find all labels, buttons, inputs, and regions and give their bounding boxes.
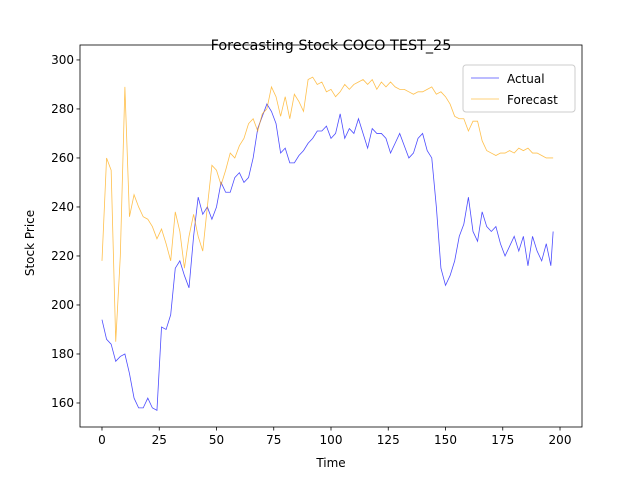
chart-title: Forecasting Stock COCO TEST_25 bbox=[211, 38, 452, 54]
y-tick-label: 200 bbox=[51, 298, 74, 312]
y-tick-label: 300 bbox=[51, 53, 74, 67]
legend-label: Actual bbox=[507, 72, 545, 86]
x-tick-label: 0 bbox=[98, 433, 106, 447]
y-axis-label: Stock Price bbox=[23, 210, 37, 276]
x-tick-label: 150 bbox=[434, 433, 457, 447]
legend-box bbox=[462, 64, 576, 113]
x-axis-label: Time bbox=[315, 456, 345, 470]
x-tick-label: 175 bbox=[491, 433, 514, 447]
x-tick-label: 50 bbox=[209, 433, 224, 447]
x-tick-label: 200 bbox=[549, 433, 572, 447]
y-tick-label: 220 bbox=[51, 249, 74, 263]
x-tick-label: 125 bbox=[377, 433, 400, 447]
x-tick-label: 100 bbox=[320, 433, 343, 447]
legend: Actual Forecast bbox=[462, 64, 576, 113]
x-tick-label: 75 bbox=[266, 433, 281, 447]
plot-frame bbox=[79, 44, 583, 428]
data-line bbox=[101, 76, 554, 342]
y-tick-label: 160 bbox=[51, 396, 74, 410]
y-tick-label: 280 bbox=[51, 102, 74, 116]
x-tick-label: 25 bbox=[152, 433, 167, 447]
y-tick-label: 260 bbox=[51, 151, 74, 165]
y-tick-label: 240 bbox=[51, 200, 74, 214]
y-tick-label: 180 bbox=[51, 347, 74, 361]
data-line bbox=[101, 103, 554, 411]
legend-label: Forecast bbox=[507, 93, 558, 107]
